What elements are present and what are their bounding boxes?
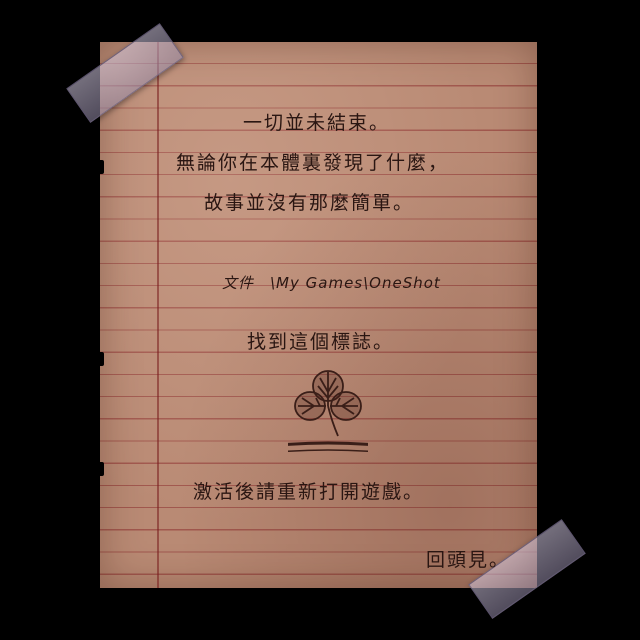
note-line-1: 一切並未結束。 (243, 112, 391, 134)
paper-edge-nick (96, 160, 104, 174)
note-line-2: 無論你在本體裏發現了什麼， (176, 152, 450, 174)
note-line-3: 故事並沒有那麼簡單。 (204, 192, 415, 214)
clover-icon (288, 370, 368, 453)
signoff-text: 回頭見。 (426, 549, 511, 571)
paper-edge-nick (96, 462, 104, 476)
paper-edge-nick (96, 352, 104, 366)
find-symbol-text: 找到這個標誌。 (247, 331, 395, 353)
margin-line (157, 42, 159, 588)
folder-path: 文件 \My Games\OneShot (222, 274, 441, 292)
activate-instruction: 激活後請重新打開遊戲。 (193, 481, 425, 503)
note-paper (96, 42, 537, 588)
